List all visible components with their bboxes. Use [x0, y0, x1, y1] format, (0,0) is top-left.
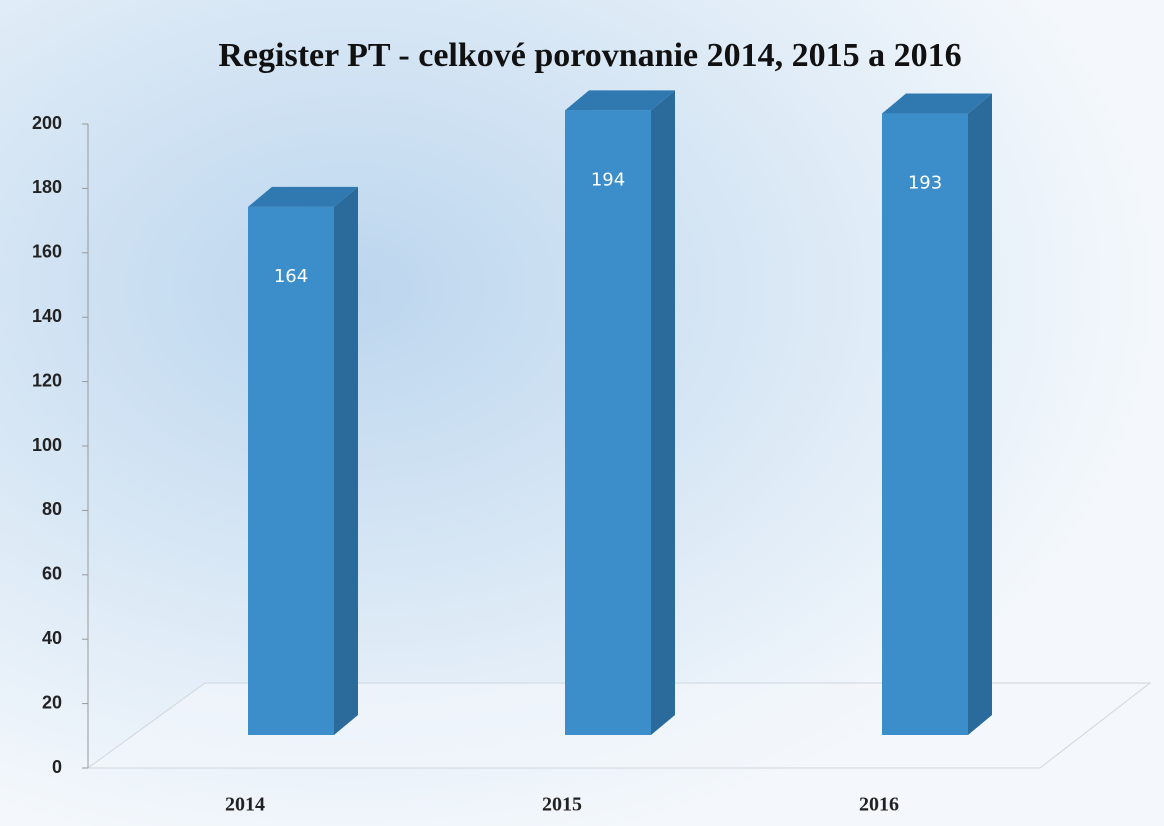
chart-title: Register PT - celkové porovnanie 2014, 2… — [218, 37, 961, 74]
y-tick-label: 120 — [32, 370, 62, 390]
bar — [882, 113, 968, 736]
y-tick-label: 40 — [42, 628, 62, 648]
bar — [565, 110, 651, 735]
y-tick-label: 80 — [42, 499, 62, 519]
data-label: 193 — [908, 173, 942, 194]
y-tick-label: 0 — [52, 757, 62, 777]
data-label: 194 — [591, 169, 625, 190]
x-tick-label: 2016 — [859, 794, 899, 816]
bar — [248, 206, 334, 736]
y-tick-label: 160 — [32, 242, 62, 262]
y-tick-label: 20 — [42, 692, 62, 712]
bar-top — [248, 186, 358, 207]
bar-side — [968, 93, 992, 736]
bar-top — [565, 90, 675, 111]
bar-side — [651, 90, 675, 735]
x-tick-label: 2015 — [542, 794, 582, 816]
bar-top — [882, 93, 992, 114]
y-tick-label: 60 — [42, 564, 62, 584]
data-label: 164 — [274, 266, 308, 287]
bar-side — [334, 186, 358, 736]
y-tick-label: 140 — [32, 306, 62, 326]
y-tick-label: 200 — [32, 113, 62, 133]
y-tick-label: 100 — [32, 435, 62, 455]
x-tick-label: 2014 — [225, 794, 265, 816]
y-tick-label: 180 — [32, 177, 62, 197]
